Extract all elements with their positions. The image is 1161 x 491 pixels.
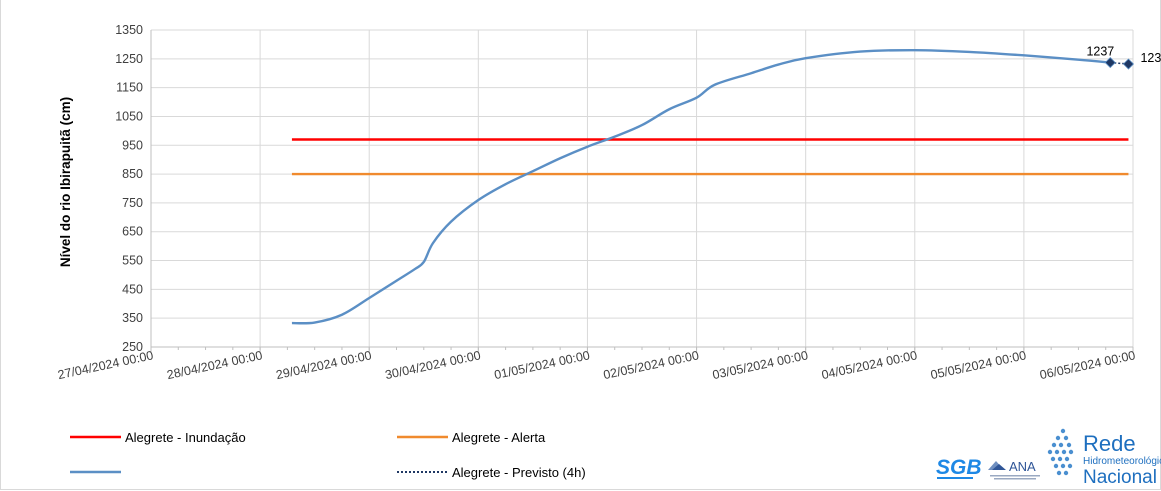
rede-logo-line1: Rede xyxy=(1083,431,1136,456)
series xyxy=(291,48,1129,325)
ana-logo-text: ANA xyxy=(1009,459,1036,474)
y-tick-label: 550 xyxy=(122,254,143,268)
x-tick-label: 29/04/2024 00:00 xyxy=(275,348,373,382)
data-label: 1232 xyxy=(1140,51,1161,65)
legend-label: Alegrete - Previsto (4h) xyxy=(452,465,586,480)
x-tick-label: 06/05/2024 00:00 xyxy=(1039,348,1137,382)
y-tick-label: 350 xyxy=(122,311,143,325)
rede-logo-mark xyxy=(1047,428,1074,476)
series-line-3 xyxy=(1110,61,1129,65)
y-tick-label: 750 xyxy=(122,196,143,210)
y-tick-label: 1050 xyxy=(115,109,143,123)
y-tick-label: 450 xyxy=(122,282,143,296)
x-tick-label: 30/04/2024 00:00 xyxy=(384,348,482,382)
data-labels: 1237 1232 xyxy=(1086,45,1161,70)
rede-logo: Rede Hidrometeorológica Nacional xyxy=(1047,428,1161,488)
x-tick-label: 04/05/2024 00:00 xyxy=(820,348,918,382)
x-tick-label: 01/05/2024 00:00 xyxy=(493,348,591,382)
forecast-marker xyxy=(1104,56,1116,69)
y-tick-label: 850 xyxy=(122,167,143,181)
grid xyxy=(151,29,1134,347)
x-tick-label: 05/05/2024 00:00 xyxy=(929,348,1027,382)
y-tick-label: 1250 xyxy=(115,52,143,66)
rede-logo-line3: Nacional xyxy=(1083,467,1157,488)
data-label: 1237 xyxy=(1086,45,1114,59)
sgb-logo-text: SGB xyxy=(936,456,982,479)
x-tick-label: 02/05/2024 00:00 xyxy=(602,348,700,382)
legend-label: Alegrete - Inundação xyxy=(125,430,246,445)
ana-logo: ANA xyxy=(988,459,1040,480)
legend-label: Alegrete - Alerta xyxy=(452,430,546,445)
x-tick-label: 03/05/2024 00:00 xyxy=(711,348,809,382)
y-tick-label: 650 xyxy=(122,225,143,239)
y-tick-label: 1150 xyxy=(116,81,143,95)
y-tick-label: 250 xyxy=(122,340,143,354)
legend: Alegrete - Inundação Alegrete - Alerta Ale… xyxy=(70,430,586,480)
forecast-marker xyxy=(1122,58,1135,70)
y-tick-label: 950 xyxy=(122,138,143,152)
logos: SGB ANA Rede Hidrometeorológica Nacional xyxy=(936,428,1161,488)
sgb-logo: SGB xyxy=(936,456,982,479)
x-tick-label: 28/04/2024 00:00 xyxy=(166,348,264,382)
y-axis-label: Nível do rio Ibirapuitã (cm) xyxy=(58,97,73,267)
rede-logo-line2: Hidrometeorológica xyxy=(1083,456,1161,467)
series-line-0 xyxy=(291,48,1111,325)
x-tick-label: 27/04/2024 00:00 xyxy=(57,348,155,382)
y-tick-label: 1350 xyxy=(115,23,143,37)
